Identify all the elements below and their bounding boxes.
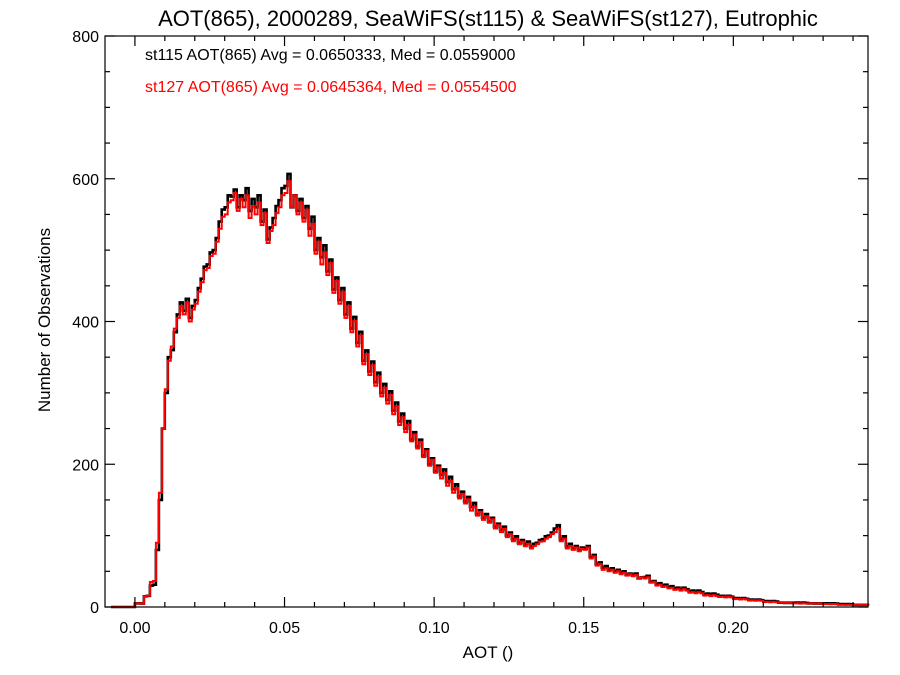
y-axis-label: Number of Observations	[35, 228, 54, 412]
x-tick-label: 0.20	[718, 620, 749, 637]
x-tick-label: 0.10	[419, 620, 450, 637]
series-line-0	[111, 172, 870, 609]
y-tick-label: 400	[72, 315, 99, 332]
chart-title: AOT(865), 2000289, SeaWiFS(st115) & SeaW…	[158, 6, 818, 31]
legend-entry-st115: st115 AOT(865) Avg = 0.0650333, Med = 0.…	[145, 47, 515, 64]
legend-entry-st127: st127 AOT(865) Avg = 0.0645364, Med = 0.…	[145, 79, 517, 96]
y-tick-label: 800	[72, 29, 99, 46]
x-tick-label: 0.05	[269, 620, 300, 637]
y-tick-label: 200	[72, 457, 99, 474]
y-tick-label: 600	[72, 172, 99, 189]
tick-layer: 0.00 0.05 0.10 0.15 0.20 0 200 400 600 800	[72, 29, 868, 637]
y-tick-label: 0	[90, 600, 99, 617]
plot-frame	[104, 35, 869, 608]
series-line-1	[111, 180, 869, 608]
x-tick-label: 0.00	[119, 620, 150, 637]
series-layer	[111, 172, 870, 609]
x-axis-label: AOT ()	[463, 643, 514, 662]
x-tick-label: 0.15	[568, 620, 599, 637]
